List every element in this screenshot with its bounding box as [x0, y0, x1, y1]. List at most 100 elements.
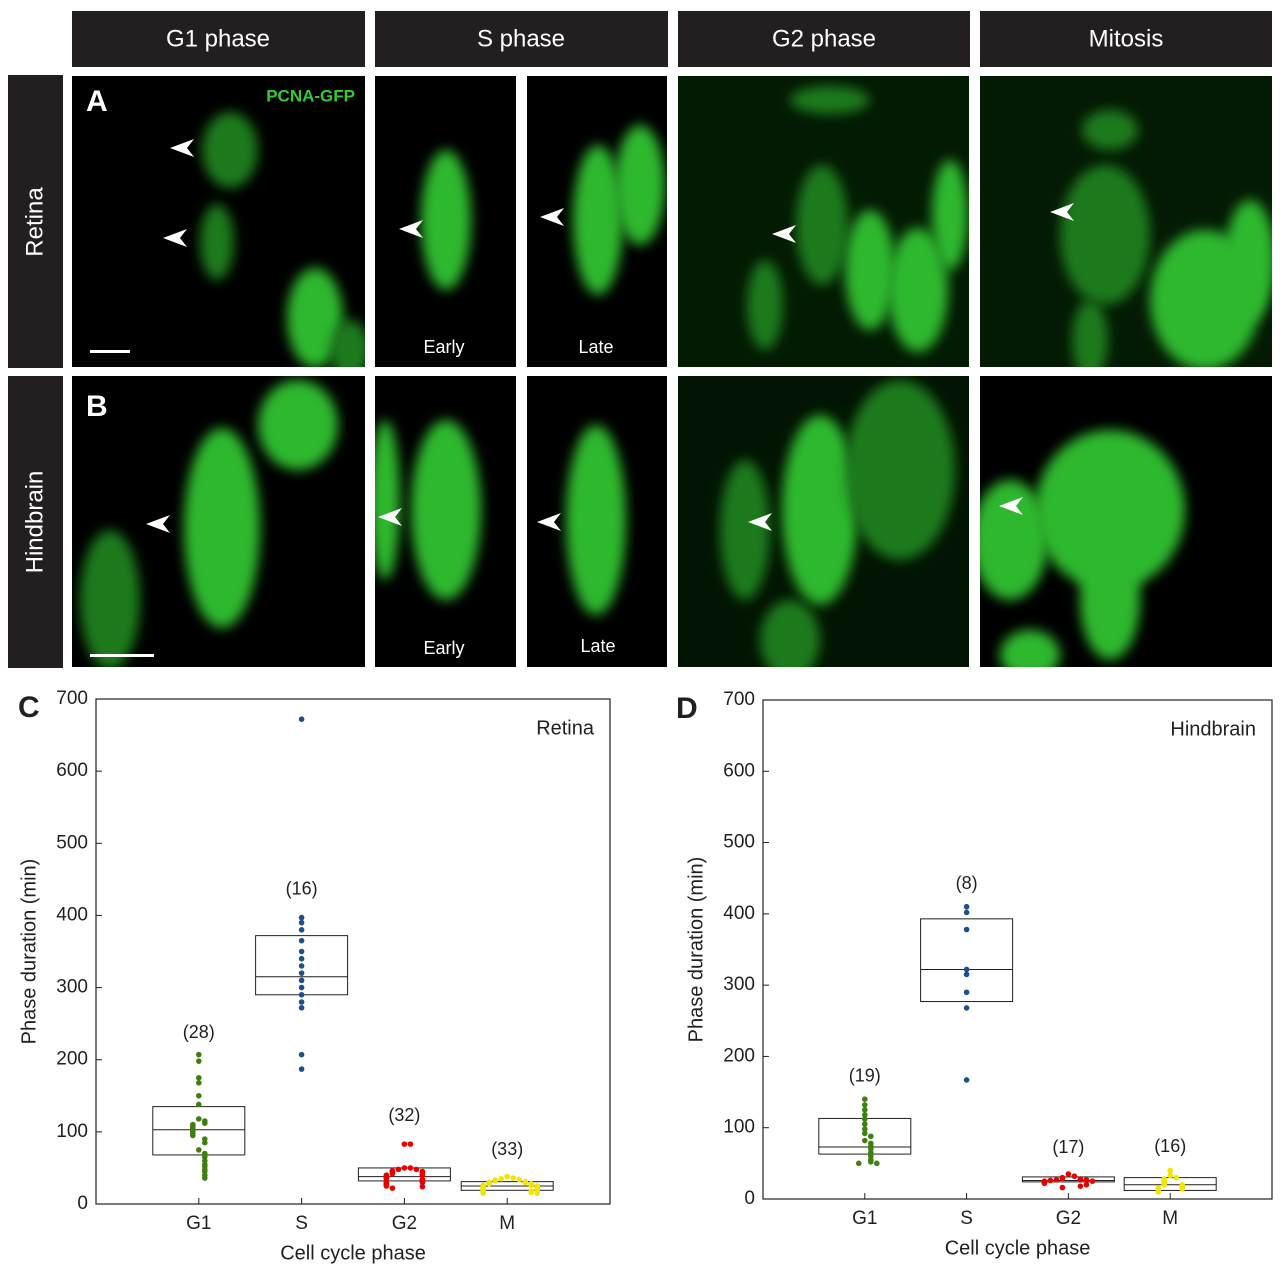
charts: C Retina Phase duration (min) Cell cycle ph…	[18, 688, 1273, 1264]
arrowhead	[170, 139, 194, 157]
header-box	[375, 11, 668, 67]
stage-label: Early	[423, 337, 464, 357]
data-point	[298, 927, 305, 933]
panel-label: C	[18, 691, 40, 724]
data-point	[504, 1173, 511, 1180]
data-point	[1047, 1177, 1054, 1184]
y-tick-label: 300	[56, 977, 88, 998]
data-point	[963, 971, 970, 978]
plot-frame	[95, 698, 611, 1205]
y-tick-label: 600	[56, 760, 88, 781]
data-point	[298, 914, 305, 921]
cells	[747, 86, 968, 352]
data-point	[1065, 1171, 1072, 1177]
data-point	[196, 1080, 202, 1086]
data-point	[196, 1058, 202, 1064]
scale-bar	[90, 350, 130, 353]
count-label: (17)	[1052, 1137, 1084, 1157]
data-point	[1179, 1186, 1185, 1192]
x-tick-label: G2	[392, 1213, 417, 1234]
arrowhead	[146, 515, 170, 533]
cells	[980, 430, 1185, 667]
data-point	[1155, 1189, 1161, 1195]
y-tick-label: 700	[56, 688, 88, 709]
arrowhead	[540, 208, 564, 226]
y-tick-label: 400	[56, 904, 88, 925]
data-point	[862, 1102, 868, 1108]
data-point	[202, 1120, 208, 1126]
data-point	[1077, 1183, 1084, 1189]
data-point	[862, 1130, 868, 1137]
header: G2 phase	[772, 25, 876, 52]
y-tick-label: 500	[56, 832, 88, 853]
arrowhead	[537, 513, 561, 531]
scale-bar	[90, 654, 154, 657]
data-point	[202, 1175, 208, 1181]
data-point	[298, 999, 305, 1005]
x-tick-label: S	[960, 1208, 973, 1229]
data-point	[413, 1166, 420, 1173]
cells	[200, 112, 365, 367]
count-label: (16)	[286, 878, 318, 898]
data-point	[492, 1178, 499, 1184]
data-point	[963, 966, 970, 973]
y-tick-label: 200	[723, 1045, 755, 1066]
data-point	[298, 1004, 305, 1011]
panel-label: B	[86, 390, 108, 423]
x-tick-label: M	[499, 1213, 515, 1234]
panel-label: D	[676, 692, 698, 725]
data-point	[419, 1183, 426, 1190]
data-point	[383, 1183, 390, 1189]
data-point	[486, 1181, 493, 1187]
data-point	[862, 1096, 868, 1102]
header-box	[980, 11, 1272, 67]
plot-title: Hindbrain	[1170, 718, 1256, 740]
data-point	[401, 1141, 408, 1147]
data-point	[868, 1159, 874, 1165]
x-tick-label: G1	[186, 1213, 211, 1234]
data-point	[298, 919, 305, 926]
y-tick-label: 300	[723, 974, 755, 995]
data-point	[1071, 1173, 1078, 1179]
arrowheads	[146, 139, 1074, 533]
data-point	[963, 1077, 970, 1083]
data-point	[963, 989, 970, 996]
header-box	[678, 11, 970, 67]
x-tick-label: M	[1162, 1208, 1178, 1229]
arrowhead	[163, 229, 187, 247]
data-point	[1059, 1184, 1066, 1191]
arrowhead	[399, 220, 423, 238]
panel-label: A	[86, 85, 108, 118]
data-point	[298, 991, 305, 998]
y-tick-label: 600	[723, 760, 755, 781]
data-point	[522, 1179, 528, 1186]
data-point	[516, 1176, 522, 1183]
y-axis-label: Phase duration (min)	[18, 859, 40, 1045]
data-point	[298, 977, 305, 984]
data-point	[202, 1139, 208, 1146]
data-point	[963, 1005, 970, 1011]
data-point	[510, 1175, 516, 1181]
count-label: (33)	[491, 1139, 523, 1159]
data-point	[190, 1132, 196, 1139]
headers: G1 phase S phase G2 phase Mitosis Retina…	[8, 11, 1272, 668]
data-point	[196, 1116, 202, 1122]
cells	[421, 150, 471, 290]
micrographs: A B PCNA-GFP Early Late Early Late	[72, 76, 1272, 667]
plot-title: Retina	[536, 717, 595, 739]
header: S phase	[477, 25, 565, 52]
data-point	[419, 1179, 426, 1186]
arrowhead	[1050, 203, 1074, 221]
data-point	[1167, 1167, 1173, 1174]
data-point	[298, 1066, 305, 1072]
count-label: (16)	[1154, 1136, 1186, 1156]
marker-label: PCNA-GFP	[266, 86, 355, 105]
data-point	[874, 1160, 880, 1167]
data-point	[534, 1190, 540, 1196]
x-axis-label: Cell cycle phase	[945, 1237, 1091, 1259]
cells	[566, 425, 626, 615]
data-point	[856, 1160, 862, 1167]
data-point	[963, 909, 970, 916]
data-point	[407, 1141, 414, 1147]
